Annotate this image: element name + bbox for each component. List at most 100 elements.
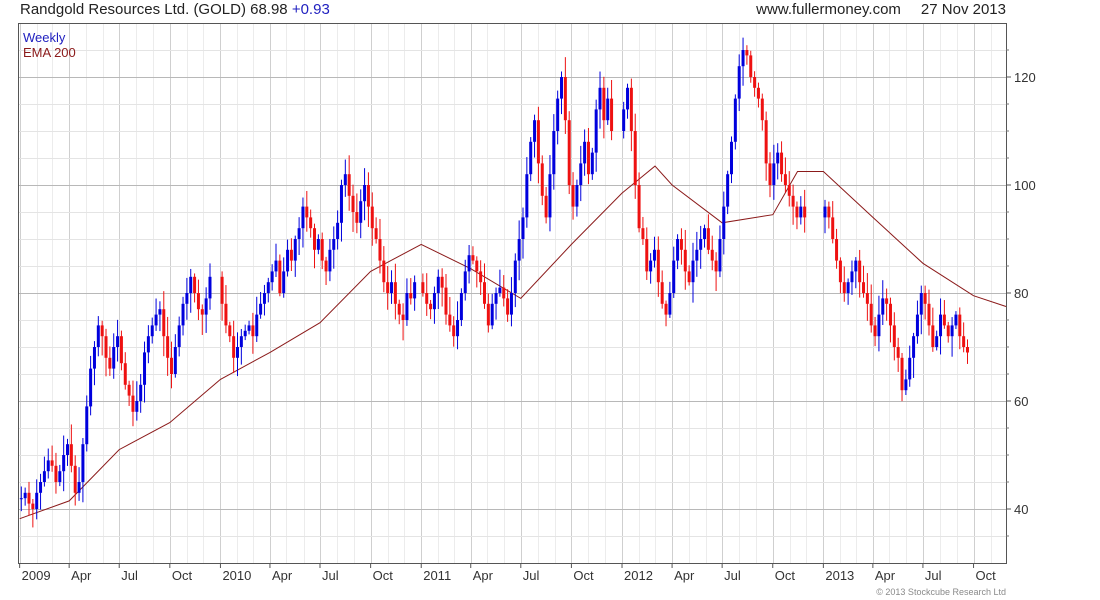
candle-up [270,271,274,283]
candle-down [679,239,683,250]
candle-up [359,201,363,223]
candle-down [366,185,370,207]
candle-down [220,276,224,304]
candle-up [66,444,70,455]
candle-down [540,163,544,196]
candle-up [525,174,529,218]
candle-down [452,325,456,337]
candle-down [791,195,795,207]
candle-up [912,336,916,358]
candle-up [208,276,212,299]
candle-up [494,293,498,304]
y-axis: 40 60 80 100 120 [1006,49,1036,537]
candle-up [58,471,62,482]
candle-down [962,336,966,347]
site-url[interactable]: www.fullermoney.com [756,1,901,18]
candle-up [135,401,139,412]
candle-up [96,325,100,347]
candle-up [274,260,278,272]
candle-down [347,174,351,196]
candle-down [27,492,31,504]
candle-up [919,293,923,315]
candle-up [915,314,919,337]
y-tick-label: 120 [1014,70,1036,85]
candle-down [869,303,873,326]
candle-down [888,303,892,326]
candle-down [602,87,606,121]
candle-down [787,185,791,196]
candle-up [332,239,336,250]
candle-down [710,249,714,261]
candle-down [571,185,575,207]
candle-down [162,309,166,337]
candle-up [23,492,27,499]
y-tick-label: 60 [1014,394,1028,409]
candle-down [873,325,877,337]
candle-up [286,249,290,272]
candle-up [776,152,780,164]
candle-up [850,271,854,283]
x-tick-label: 2011 [423,568,451,583]
candle-down [386,282,390,293]
candle-down [660,282,664,304]
candle-up [881,298,885,315]
candle-down [232,336,236,358]
candle-up [112,347,116,369]
candle-down [858,260,862,283]
candle-down [756,87,760,99]
ema-200-line [19,165,1007,520]
candle-down [119,336,123,364]
candle-down [760,98,764,121]
candle-up [143,352,147,385]
candle-down [193,276,197,293]
x-tick-label: Jul [121,568,138,583]
candle-down [104,336,108,358]
x-tick-label: 2013 [825,568,854,583]
candle-down [31,503,35,509]
candle-down [224,303,228,326]
candle-down [768,163,772,185]
candle-up [672,260,676,293]
candle-up [935,336,939,347]
candle-up [908,357,912,380]
candle-up [204,298,208,315]
candle-up [718,239,722,272]
candle-up [85,406,89,445]
candle-up [92,347,96,369]
candle-down [131,395,135,412]
candle-up [703,228,707,239]
candle-up [529,141,533,175]
candle-down [610,98,614,131]
x-tick-label: Apr [674,568,695,583]
price-change: +0.93 [291,1,330,18]
candle-up [877,314,881,337]
candle-down [425,293,429,304]
candle-down [228,325,232,337]
candle-up [339,185,343,223]
candle-up [247,325,251,331]
candle-down [397,303,401,315]
candle-up [62,455,66,472]
candle-down [486,303,490,326]
candle-down [664,303,668,315]
candle-down [687,271,691,283]
legend-item: EMA 200 [23,45,76,60]
candle-down [645,239,649,272]
candle-down [865,293,869,304]
candle-up [436,276,440,293]
candle-up [649,260,653,272]
candle-down [931,325,935,347]
candle-down [544,195,548,218]
x-tick-label: Apr [71,568,92,583]
candle-down [567,120,571,185]
x-tick-label: Apr [272,568,293,583]
candle-down [200,309,204,315]
candle-up [293,239,297,261]
candle-down [764,120,768,164]
candle-up [189,276,193,293]
candle-up [823,206,827,218]
candle-down [393,282,397,304]
x-tick-label: Jul [724,568,741,583]
candle-up [363,185,367,202]
candle-down [320,239,324,261]
